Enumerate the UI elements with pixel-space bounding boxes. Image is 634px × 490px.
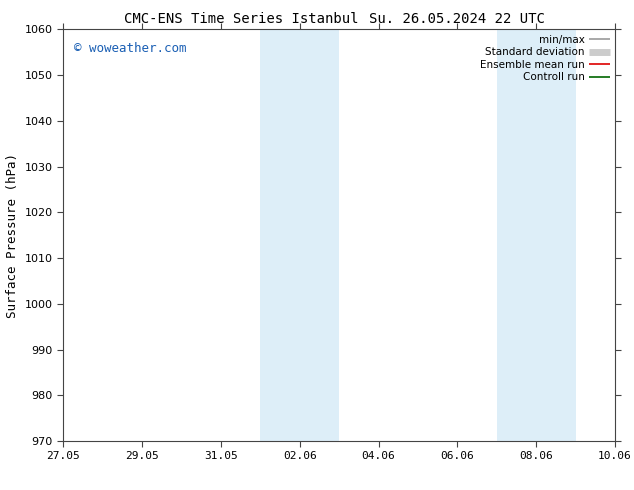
Bar bbox=[261, 29, 300, 441]
Text: Su. 26.05.2024 22 UTC: Su. 26.05.2024 22 UTC bbox=[368, 12, 545, 26]
Legend: min/max, Standard deviation, Ensemble mean run, Controll run: min/max, Standard deviation, Ensemble me… bbox=[480, 35, 610, 82]
Bar bbox=[536, 29, 576, 441]
Text: © woweather.com: © woweather.com bbox=[74, 42, 187, 55]
Text: CMC-ENS Time Series Istanbul: CMC-ENS Time Series Istanbul bbox=[124, 12, 358, 26]
Bar bbox=[497, 29, 536, 441]
Bar bbox=[300, 29, 339, 441]
Y-axis label: Surface Pressure (hPa): Surface Pressure (hPa) bbox=[6, 153, 19, 318]
